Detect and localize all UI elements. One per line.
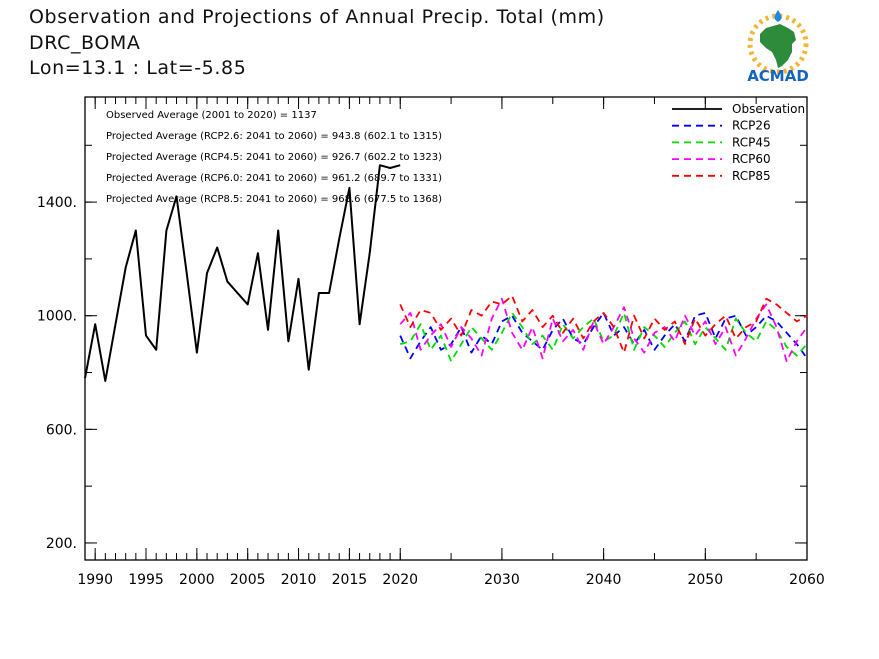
annotation-text: Observed Average (2001 to 2020) = 1137 <box>106 110 317 121</box>
series-line-rcp45 <box>399 311 808 363</box>
chart-axes: 1990 1995 2000 2005 2010 2015 2020 2030 2040 2050… <box>37 96 825 588</box>
y-tick-label: 1000. <box>37 309 77 325</box>
annotation-text: Projected Average (RCP8.5: 2041 to 2060)… <box>106 194 442 205</box>
chart-title: Observation and Projections of Annual Pr… <box>29 6 605 28</box>
x-tick-label: 2005 <box>230 572 266 588</box>
x-tick-label: 2015 <box>332 572 368 588</box>
y-tick-label: 200. <box>46 536 77 552</box>
x-tick-label: 1990 <box>77 572 113 588</box>
chart-header: Observation and Projections of Annual Pr… <box>0 0 879 90</box>
legend-label: Observation <box>732 102 805 116</box>
series-line-rcp60 <box>399 297 808 363</box>
series-line-observation <box>84 164 401 382</box>
chart-annotations: Observed Average (2001 to 2020) = 1137 Pr… <box>106 110 442 205</box>
x-tick-label: 2010 <box>281 572 317 588</box>
x-tick-label: 1995 <box>128 572 164 588</box>
sun-rays-icon <box>747 13 809 75</box>
x-tick-label: 2040 <box>586 572 622 588</box>
x-tick-label: 2030 <box>484 572 520 588</box>
acmad-logo: ACMAD <box>747 10 809 85</box>
x-tick-label: 2060 <box>789 572 825 588</box>
legend-label: RCP85 <box>732 169 771 183</box>
annotation-text: Projected Average (RCP6.0: 2041 to 2060)… <box>106 173 442 184</box>
series-layer <box>84 164 808 382</box>
africa-map-icon <box>760 24 796 68</box>
plot-frame <box>84 96 808 561</box>
logo-text: ACMAD <box>747 67 809 85</box>
legend-label: RCP45 <box>732 135 771 149</box>
chart-legend: Observation RCP26 RCP45 RCP60 RCP85 <box>672 102 805 183</box>
y-tick-label: 1400. <box>37 195 77 211</box>
series-line-rcp26 <box>399 311 808 360</box>
x-tick-label: 2050 <box>687 572 723 588</box>
y-tick-label: 600. <box>46 422 77 438</box>
water-drop-icon <box>774 10 782 22</box>
station-coordinates: Lon=13.1 : Lat=-5.85 <box>29 57 247 79</box>
annotation-text: Projected Average (RCP4.5: 2041 to 2060)… <box>106 152 442 163</box>
legend-label: RCP60 <box>732 152 771 166</box>
legend-label: RCP26 <box>732 119 771 133</box>
annotation-text: Projected Average (RCP2.6: 2041 to 2060)… <box>106 131 442 142</box>
x-tick-label: 2020 <box>382 572 418 588</box>
x-tick-label: 2000 <box>179 572 215 588</box>
series-line-rcp85 <box>399 294 808 354</box>
station-name: DRC_BOMA <box>29 32 141 54</box>
